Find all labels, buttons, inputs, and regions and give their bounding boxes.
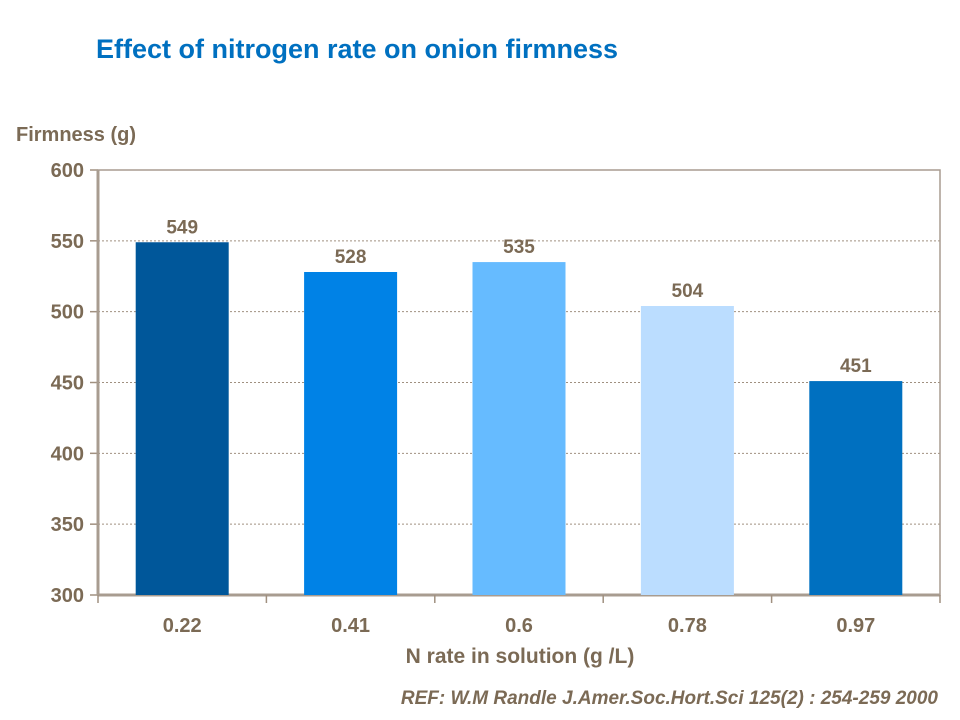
y-tick-label: 300 xyxy=(51,585,84,607)
bar xyxy=(135,242,229,595)
data-label: 549 xyxy=(166,217,198,238)
x-axis-label: N rate in solution (g /L) xyxy=(405,645,635,668)
y-tick-label: 600 xyxy=(51,160,84,182)
bar xyxy=(640,306,734,595)
bar xyxy=(809,381,903,595)
x-tick-label: 0.6 xyxy=(505,615,533,637)
y-tick-label: 500 xyxy=(51,302,84,324)
y-tick-label: 400 xyxy=(51,443,84,465)
y-axis-label: Firmness (g) xyxy=(16,124,137,146)
reference-note: REF: W.M Randle J.Amer.Soc.Hort.Sci 125(… xyxy=(400,688,938,709)
chart-title: Effect of nitrogen rate on onion firmnes… xyxy=(96,34,619,64)
data-label: 451 xyxy=(840,356,872,377)
x-tick-label: 0.78 xyxy=(668,615,707,637)
bar xyxy=(472,262,566,595)
data-label: 535 xyxy=(503,237,535,258)
y-tick-label: 350 xyxy=(51,514,84,536)
y-tick-label: 550 xyxy=(51,231,84,253)
data-label: 528 xyxy=(335,247,367,268)
data-label: 504 xyxy=(672,281,704,302)
y-tick-label: 450 xyxy=(51,373,84,395)
x-tick-label: 0.22 xyxy=(163,615,202,637)
bar xyxy=(304,272,398,595)
x-tick-label: 0.41 xyxy=(331,615,370,637)
x-tick-label: 0.97 xyxy=(836,615,875,637)
